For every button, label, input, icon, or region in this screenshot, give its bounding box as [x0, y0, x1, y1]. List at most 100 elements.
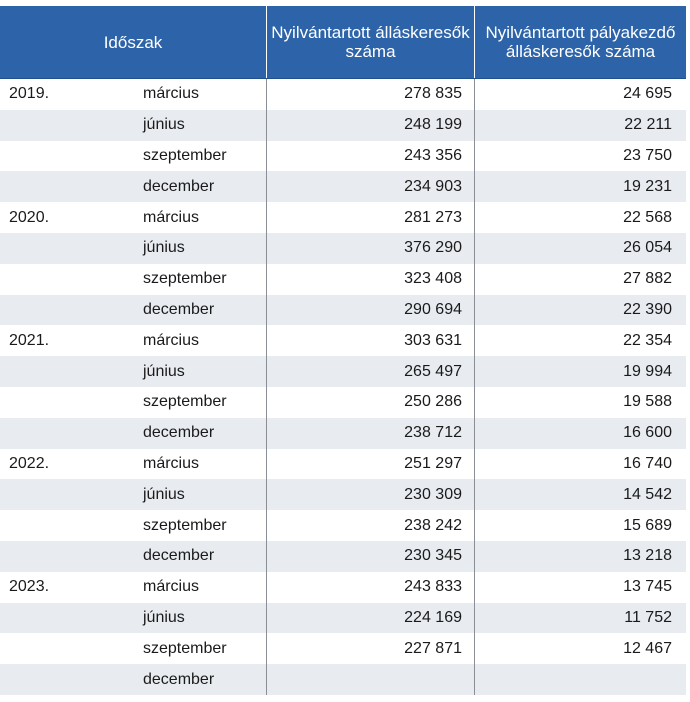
entrants-cell — [475, 664, 686, 695]
header-period: Időszak — [0, 6, 267, 78]
table-row: június 248 199 22 211 — [0, 109, 686, 141]
jobseekers-cell: 230 309 — [267, 479, 475, 511]
jobseekers-cell: 278 835 — [267, 79, 475, 110]
jobseekers-cell: 290 694 — [267, 294, 475, 326]
table-body: 2019. március 278 835 24 695 június 248 199 22… — [0, 79, 686, 695]
jobseekers-cell: 243 356 — [267, 140, 475, 172]
year-cell — [0, 418, 133, 449]
table-row: június 376 290 26 054 — [0, 232, 686, 264]
table-row: 2022. március 251 297 16 740 — [0, 448, 686, 480]
month-cell: szeptember — [133, 510, 267, 541]
jobseekers-table: Időszak Nyilvántartott álláskeresők szám… — [0, 6, 686, 695]
month-cell: március — [133, 79, 267, 110]
month-cell: március — [133, 448, 267, 480]
year-cell: 2021. — [9, 331, 50, 349]
table-row: június 265 497 19 994 — [0, 356, 686, 387]
year-cell: 2022. — [9, 454, 50, 472]
month-cell: június — [133, 109, 267, 141]
year-cell — [0, 479, 133, 510]
jobseekers-cell: 227 871 — [267, 633, 475, 665]
month-cell: június — [133, 602, 267, 634]
month-cell: március — [133, 571, 267, 603]
month-cell: szeptember — [133, 633, 267, 665]
entrants-cell: 22 390 — [623, 300, 672, 318]
month-cell: december — [133, 540, 267, 572]
entrants-cell: 19 994 — [623, 362, 672, 380]
table-row: június 230 309 14 542 — [0, 479, 686, 511]
year-cell — [0, 510, 133, 541]
year-cell — [0, 171, 133, 202]
entrants-cell: 26 054 — [623, 239, 672, 257]
year-cell — [0, 664, 133, 695]
month-cell: június — [133, 232, 267, 264]
entrants-cell: 24 695 — [623, 85, 672, 103]
jobseekers-cell: 376 290 — [267, 232, 475, 264]
jobseekers-cell: 281 273 — [267, 202, 475, 233]
month-cell: szeptember — [133, 386, 267, 418]
year-cell — [0, 356, 133, 387]
entrants-cell: 14 542 — [623, 485, 672, 503]
month-cell: december — [133, 171, 267, 203]
entrants-cell: 16 740 — [623, 454, 672, 472]
table-row: december — [0, 664, 686, 695]
jobseekers-cell: 248 199 — [267, 109, 475, 141]
entrants-cell: 23 750 — [623, 146, 672, 164]
entrants-cell: 13 745 — [623, 578, 672, 596]
table-row: december 290 694 22 390 — [0, 294, 686, 326]
entrants-cell: 11 752 — [624, 608, 672, 626]
table-row: szeptember 238 242 15 689 — [0, 510, 686, 541]
table-row: szeptember 243 356 23 750 — [0, 140, 686, 172]
year-cell — [0, 264, 133, 295]
header-registered-jobseekers: Nyilvántartott álláskeresők száma — [267, 6, 475, 78]
month-cell: december — [133, 417, 267, 449]
jobseekers-cell: 238 242 — [267, 510, 475, 541]
table-row: szeptember 323 408 27 882 — [0, 263, 686, 295]
table-row: december 230 345 13 218 — [0, 540, 686, 572]
jobseekers-cell: 234 903 — [267, 171, 475, 203]
month-cell: szeptember — [133, 263, 267, 295]
entrants-cell: 22 354 — [623, 331, 672, 349]
jobseekers-cell: 251 297 — [267, 448, 475, 480]
table-row: szeptember 227 871 12 467 — [0, 633, 686, 665]
entrants-cell: 16 600 — [623, 424, 672, 442]
table-row: december 234 903 19 231 — [0, 171, 686, 203]
jobseekers-cell: 323 408 — [267, 263, 475, 295]
jobseekers-cell: 238 712 — [267, 417, 475, 449]
year-cell: 2023. — [9, 578, 50, 596]
entrants-cell: 19 231 — [623, 177, 672, 195]
year-cell — [0, 633, 133, 664]
entrants-cell: 22 211 — [624, 116, 672, 134]
entrants-cell: 27 882 — [623, 270, 672, 288]
table-row: június 224 169 11 752 — [0, 602, 686, 634]
entrants-cell: 12 467 — [623, 639, 672, 657]
month-cell: március — [133, 202, 267, 233]
table-row: 2020. március 281 273 22 568 — [0, 202, 686, 233]
table-row: 2023. március 243 833 13 745 — [0, 571, 686, 603]
jobseekers-cell — [267, 664, 475, 695]
entrants-cell: 19 588 — [623, 393, 672, 411]
jobseekers-cell: 250 286 — [267, 386, 475, 418]
entrants-cell: 22 568 — [623, 208, 672, 226]
jobseekers-cell: 224 169 — [267, 602, 475, 634]
year-cell — [0, 141, 133, 172]
table-row: 2021. március 303 631 22 354 — [0, 325, 686, 357]
table-row: december 238 712 16 600 — [0, 417, 686, 449]
year-cell: 2020. — [9, 208, 50, 226]
year-cell — [0, 541, 133, 572]
month-cell: december — [133, 664, 267, 695]
month-cell: március — [133, 325, 267, 357]
entrants-cell: 13 218 — [623, 547, 672, 565]
entrants-cell: 15 689 — [623, 516, 672, 534]
year-cell — [0, 110, 133, 141]
jobseekers-cell: 303 631 — [267, 325, 475, 357]
header-registered-entrant-jobseekers: Nyilvántartott pályakezdő álláskeresők s… — [485, 23, 676, 61]
jobseekers-cell: 265 497 — [267, 356, 475, 387]
month-cell: június — [133, 479, 267, 511]
year-cell — [0, 603, 133, 634]
table-row: 2019. március 278 835 24 695 — [0, 79, 686, 110]
jobseekers-cell: 243 833 — [267, 571, 475, 603]
month-cell: szeptember — [133, 140, 267, 172]
table-row: szeptember 250 286 19 588 — [0, 386, 686, 418]
table-header: Időszak Nyilvántartott álláskeresők szám… — [0, 6, 686, 79]
month-cell: június — [133, 356, 267, 387]
